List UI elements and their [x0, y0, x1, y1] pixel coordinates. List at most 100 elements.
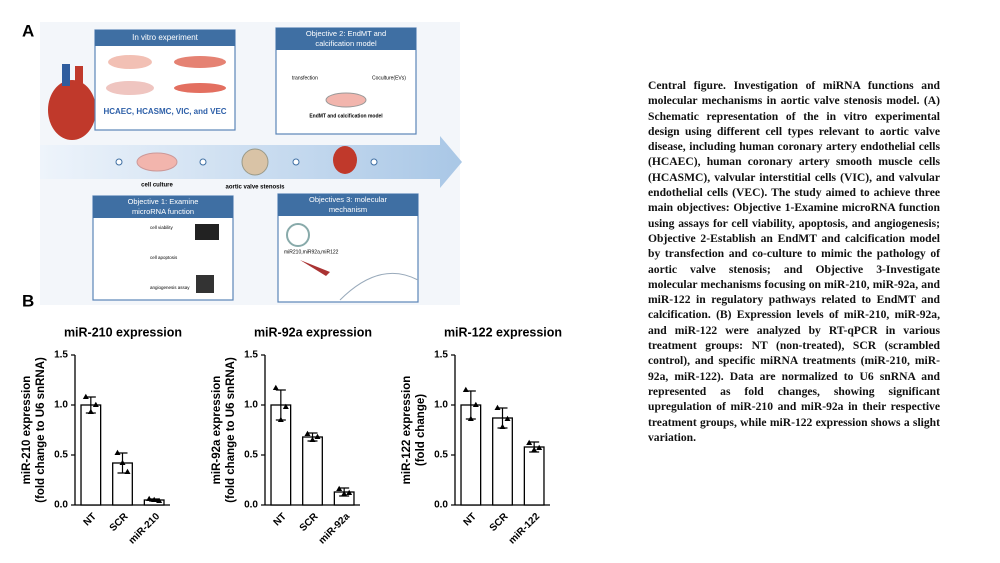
box-title: Objective 2: EndMT and [306, 29, 386, 38]
y-tick-label: 1.0 [434, 400, 448, 411]
x-tick-label: SCR [298, 511, 321, 534]
data-point [282, 403, 289, 409]
data-point [504, 415, 511, 421]
arrow [300, 260, 330, 276]
x-tick-label: SCR [108, 511, 131, 534]
data-point [304, 430, 311, 436]
y-tick-label: 1.0 [54, 400, 68, 411]
box-title: Objective 1: Examine [128, 197, 199, 206]
data-point [151, 496, 158, 502]
y-tick-label: 0.5 [54, 450, 68, 461]
data-point [146, 495, 153, 501]
label: cell apoptosis [150, 255, 178, 260]
timeline-dot [370, 158, 378, 166]
label: transfection [292, 75, 318, 81]
y-axis-label: miR-122 expression [401, 376, 413, 485]
data-point [272, 384, 279, 390]
data-point [499, 423, 506, 429]
panel-label: A [22, 21, 34, 40]
panel-label: B [22, 291, 34, 310]
data-point [124, 468, 131, 474]
y-tick-label: 1.5 [244, 350, 258, 361]
in-vitro-box [94, 29, 236, 131]
label: EndMT and calcification model [309, 113, 383, 119]
data-point [156, 497, 163, 503]
y-axis-label: miR-210 expression [21, 376, 33, 485]
y-tick-label: 1.0 [244, 400, 258, 411]
data-point [346, 489, 353, 495]
y-axis-label: miR-92a expression [211, 376, 223, 485]
cell-icon [174, 83, 226, 93]
y-tick-label: 0.0 [54, 500, 68, 511]
data-point [467, 415, 474, 421]
device-icon [196, 275, 214, 293]
dish-icon [136, 152, 178, 172]
timeline-dot [199, 158, 207, 166]
y-tick-label: 0.0 [244, 500, 258, 511]
x-tick-label: miR-122 [507, 511, 543, 547]
label: miR210,miR92a,miR122 [284, 249, 339, 255]
y-tick-label: 1.5 [54, 350, 68, 361]
rna-icon [286, 223, 310, 247]
dish-icon [325, 92, 367, 108]
box-header [93, 196, 233, 218]
label: cell viability [150, 225, 174, 230]
x-tick-label: NT [462, 511, 479, 528]
device-icon [195, 224, 219, 240]
box-title: In vitro experiment [132, 33, 199, 42]
heart-icon [333, 146, 357, 174]
timeline-dot [115, 158, 123, 166]
y-tick-label: 0.5 [434, 450, 448, 461]
x-tick-label: SCR [488, 511, 511, 534]
box-header [276, 28, 416, 50]
data-point [462, 386, 469, 392]
label: Coculture(EVs) [372, 75, 406, 81]
data-point [531, 446, 538, 452]
y-axis-label: (fold change to U6 snRNA) [225, 357, 237, 503]
heart-icon [48, 64, 96, 140]
y-tick-label: 0.0 [434, 500, 448, 511]
label: angiogenesis assay [150, 285, 190, 290]
caption: Central figure. Investigation of miRNA f… [648, 79, 940, 444]
data-point [341, 490, 348, 496]
data-point [114, 449, 121, 455]
chart-title: miR-210 expression [64, 325, 182, 339]
cell-icon [106, 81, 154, 95]
data-point [472, 401, 479, 407]
x-tick-label: miR-92a [317, 511, 353, 547]
bar [80, 404, 102, 506]
label: aortic valve stenosis [225, 185, 285, 191]
box-title: calcification model [315, 39, 377, 48]
box-header [95, 30, 235, 46]
y-axis-label: (fold change) [415, 394, 427, 466]
x-tick-label: miR-210 [127, 511, 163, 547]
y-axis-label: (fold change to U6 snRNA) [35, 357, 47, 503]
data-point [92, 401, 99, 407]
data-point [277, 416, 284, 422]
data-point [82, 393, 89, 399]
timeline-dot [292, 158, 300, 166]
box-title: Objectives 3: molecular [309, 195, 387, 204]
valve-icon [241, 148, 269, 176]
box-title: mechanism [329, 205, 367, 214]
x-tick-label: NT [272, 511, 289, 528]
chart-title: miR-92a expression [254, 325, 372, 339]
chart-title: miR-122 expression [444, 325, 562, 339]
data-point [314, 433, 321, 439]
cell-icon [174, 56, 226, 68]
data-point [336, 485, 343, 491]
y-tick-label: 0.5 [244, 450, 258, 461]
bar [523, 446, 545, 506]
y-tick-label: 1.5 [434, 350, 448, 361]
data-point [494, 404, 501, 410]
box-title: microRNA function [132, 207, 194, 216]
box-header [278, 194, 418, 216]
data-point [87, 408, 94, 414]
cell-icon [108, 55, 152, 69]
data-point [309, 436, 316, 442]
data-point [526, 439, 533, 445]
x-tick-label: NT [82, 511, 99, 528]
label: cell culture [141, 183, 173, 189]
